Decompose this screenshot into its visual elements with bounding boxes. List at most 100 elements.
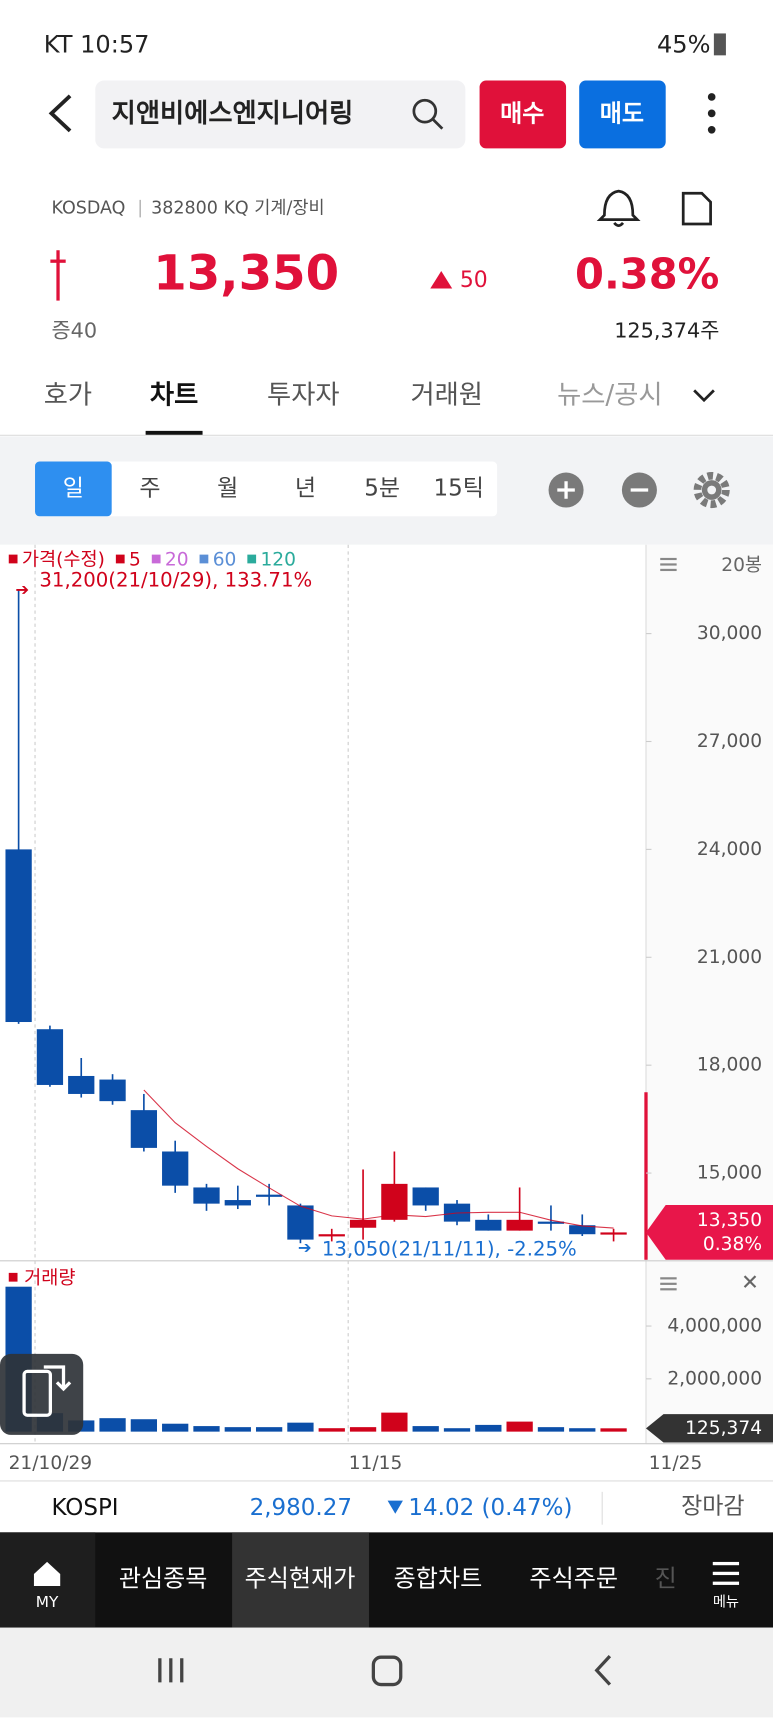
- candle-body: [349, 1219, 377, 1228]
- home-icon: [33, 1561, 61, 1587]
- tab[interactable]: 차트: [150, 380, 198, 410]
- volume-bar: [224, 1427, 251, 1432]
- tab[interactable]: 투자자: [267, 380, 340, 410]
- tab[interactable]: 뉴스/공시: [557, 380, 663, 410]
- price-range-icon: [50, 250, 66, 301]
- legend-label: 가격(수정): [22, 550, 105, 571]
- change: 50: [460, 268, 488, 293]
- rotate-button[interactable]: [0, 1353, 84, 1435]
- legend-swatch: [8, 554, 18, 564]
- status-time: KT 10:57: [44, 30, 150, 58]
- volume-bar: [475, 1424, 502, 1432]
- period-option[interactable]: 월: [217, 475, 238, 501]
- sell-button[interactable]: [579, 80, 666, 149]
- volume-title: 거래량: [24, 1268, 75, 1289]
- period-option[interactable]: 년: [295, 475, 316, 501]
- min-label: 13,050(21/11/11), -2.25%: [322, 1237, 577, 1260]
- tab[interactable]: 호가: [44, 380, 92, 410]
- legend-swatch: [247, 554, 257, 564]
- candle-body: [162, 1151, 189, 1186]
- close-panel[interactable]: [743, 1275, 757, 1288]
- candle-body: [287, 1205, 314, 1240]
- panel-menu[interactable]: [660, 557, 677, 1291]
- alert-button[interactable]: [596, 189, 641, 227]
- nav-my-label: MY: [36, 1593, 59, 1611]
- candle-body: [537, 1221, 565, 1224]
- nav-selected: [232, 1532, 369, 1628]
- memo-button[interactable]: [681, 191, 712, 226]
- volume-legend-swatch: [8, 1272, 18, 1282]
- volume-bar: [600, 1428, 627, 1432]
- volume-bar: [537, 1427, 565, 1432]
- nav-item[interactable]: 종합차트: [394, 1564, 483, 1592]
- y-tick-label: 24,000: [697, 839, 762, 860]
- zoom-out[interactable]: [621, 472, 657, 508]
- last-volume-label: 125,374: [685, 1418, 762, 1439]
- settings[interactable]: [693, 471, 730, 509]
- candle-body: [193, 1187, 220, 1204]
- system-buttons[interactable]: [158, 1654, 612, 1687]
- menu-label: 메뉴: [713, 1593, 739, 1610]
- legend-label: 120: [260, 550, 296, 571]
- x-tick-label: 11/25: [649, 1453, 703, 1474]
- volume-bar: [381, 1412, 408, 1432]
- market-bar[interactable]: [0, 1480, 773, 1533]
- legend-label: 60: [213, 550, 237, 571]
- more-menu[interactable]: [707, 93, 716, 134]
- zoom-in[interactable]: [548, 472, 584, 508]
- period-option[interactable]: 15틱: [434, 475, 484, 501]
- period-option[interactable]: 주: [139, 475, 160, 501]
- period-option[interactable]: 일: [63, 475, 84, 501]
- candle-body: [569, 1225, 596, 1235]
- tab[interactable]: 거래원: [410, 380, 482, 410]
- nav-item[interactable]: 진: [655, 1564, 677, 1592]
- buy-button[interactable]: [479, 80, 567, 149]
- volume-tick-label: 4,000,000: [667, 1316, 762, 1337]
- max-label: 31,200(21/10/29), 133.71%: [39, 568, 312, 591]
- down-triangle: [387, 1500, 403, 1514]
- system-nav: [0, 1627, 773, 1718]
- margin: 증40: [51, 318, 97, 342]
- volume-bar: [412, 1426, 439, 1432]
- search-box[interactable]: [95, 80, 466, 149]
- change-pct: 0.38%: [575, 250, 719, 299]
- candle-body: [412, 1187, 439, 1206]
- period-selector: [35, 461, 498, 517]
- rotate-icon: [43, 1365, 72, 1392]
- nav-item[interactable]: 관심종목: [119, 1564, 208, 1592]
- candle-body: [99, 1079, 126, 1102]
- buy-label: 매수: [500, 99, 544, 127]
- legend-swatch: [199, 554, 209, 564]
- legend-label: 5: [129, 550, 141, 571]
- legend-swatch: [151, 554, 161, 564]
- index-change: 14.02 (0.47%): [408, 1495, 572, 1521]
- nav-item[interactable]: 주식주문: [529, 1564, 618, 1592]
- volume-bar: [287, 1422, 314, 1432]
- menu-icon[interactable]: [712, 1561, 740, 1585]
- candle-body: [381, 1183, 408, 1220]
- volume-bar: [162, 1423, 189, 1432]
- market: KOSDAQ: [51, 199, 125, 219]
- battery: 45%: [657, 30, 711, 58]
- candle-body: [318, 1234, 345, 1237]
- last-volume-marker: [645, 1414, 773, 1443]
- ma5-line: [143, 1089, 614, 1229]
- volume-bar: [99, 1418, 126, 1432]
- last-price-label: 13,350: [697, 1210, 762, 1231]
- code-sector: 382800 KQ 기계/장비: [151, 199, 324, 219]
- volume-bar: [349, 1427, 377, 1432]
- y-tick-label: 21,000: [697, 947, 762, 968]
- nav-item[interactable]: 주식현재가: [245, 1564, 356, 1592]
- search-icon: [431, 117, 444, 130]
- y-tick-label: 27,000: [697, 731, 762, 752]
- legend-swatch: [115, 554, 125, 564]
- candle-body: [130, 1110, 158, 1148]
- candle-body: [224, 1200, 251, 1206]
- price: 13,350: [153, 246, 339, 302]
- last-price-marker: [645, 1205, 773, 1260]
- period-option[interactable]: 5분: [364, 475, 400, 501]
- tab-more[interactable]: [693, 389, 715, 403]
- price-panel: [0, 544, 646, 1261]
- back-button[interactable]: [48, 94, 72, 133]
- candle-body: [506, 1219, 533, 1231]
